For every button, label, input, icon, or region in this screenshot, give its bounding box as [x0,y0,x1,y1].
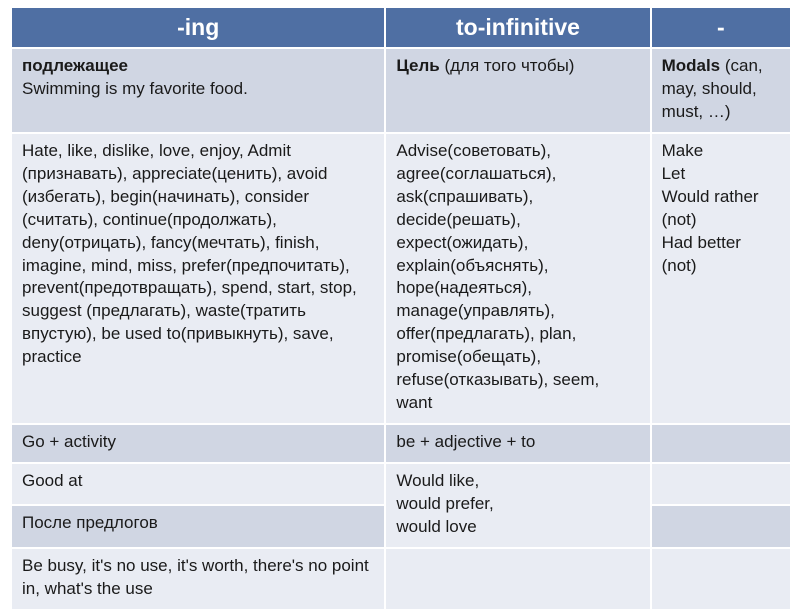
cell-bold: Modals [662,56,721,75]
cell-text: (для того чтобы) [440,56,575,75]
cell-dash: Modals (can, may, should, must, …) [651,48,791,133]
table-row: Hate, like, dislike, love, enjoy, Admit … [11,133,791,424]
cell-bold: подлежащее [22,56,128,75]
cell-dash: MakeLetWould rather (not)Had better (not… [651,133,791,424]
table-row: Good at Would like,would prefer,would lo… [11,463,791,505]
cell-dash [651,424,791,463]
cell-ing: После предлогов [11,505,385,547]
header-dash: - [651,7,791,48]
cell-ing: Go + activity [11,424,385,463]
cell-dash [651,463,791,505]
header-row: -ing to-infinitive - [11,7,791,48]
table-row: Go + activity be + adjective + to [11,424,791,463]
header-ing: -ing [11,7,385,48]
cell-to: Цель (для того чтобы) [385,48,650,133]
cell-to: Advise(советовать), agree(соглашаться), … [385,133,650,424]
table-row: Be busy, it's no use, it's worth, there'… [11,548,791,610]
table-row: подлежащее Swimming is my favorite food.… [11,48,791,133]
cell-ing: Hate, like, dislike, love, enjoy, Admit … [11,133,385,424]
cell-to: Would like,would prefer,would love [385,463,650,548]
cell-dash [651,548,791,610]
cell-ing: Good at [11,463,385,505]
cell-dash [651,505,791,547]
cell-text: Swimming is my favorite food. [22,79,248,98]
header-to-infinitive: to-infinitive [385,7,650,48]
cell-ing: Be busy, it's no use, it's worth, there'… [11,548,385,610]
cell-ing: подлежащее Swimming is my favorite food. [11,48,385,133]
cell-to [385,548,650,610]
cell-to: be + adjective + to [385,424,650,463]
grammar-table: -ing to-infinitive - подлежащее Swimming… [10,6,792,611]
cell-bold: Цель [396,56,439,75]
